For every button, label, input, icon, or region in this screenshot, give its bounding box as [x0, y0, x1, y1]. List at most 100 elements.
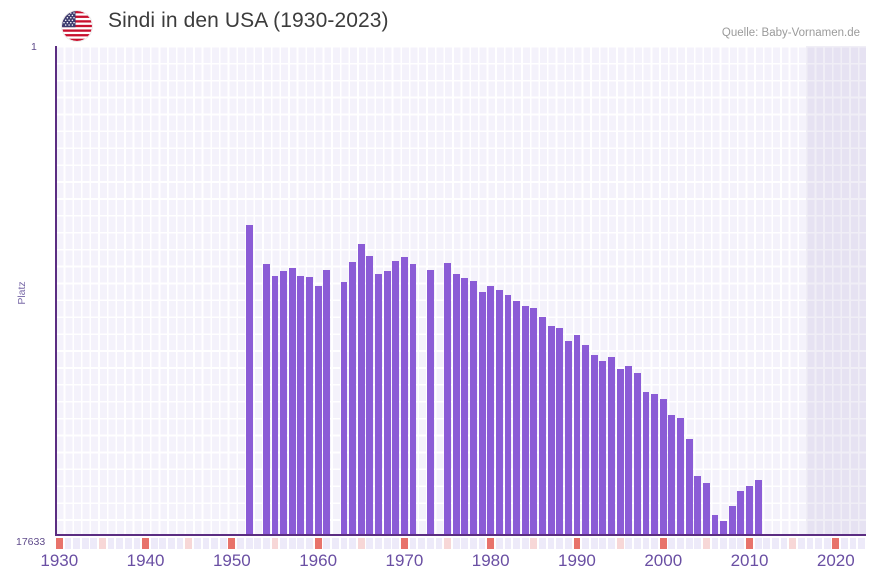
year-marker-1946 [193, 538, 201, 549]
bar-1955[interactable] [271, 275, 279, 536]
bar-1981[interactable] [495, 289, 503, 536]
bar-2007[interactable] [720, 520, 728, 536]
year-marker-2013 [771, 538, 779, 549]
year-marker-1995 [616, 538, 624, 549]
bar-1973[interactable] [426, 269, 434, 536]
bar-1998[interactable] [642, 391, 650, 536]
year-marker-1999 [651, 538, 659, 549]
year-marker-1977 [461, 538, 469, 549]
bar-1959[interactable] [306, 277, 313, 536]
bar-2001[interactable] [668, 415, 676, 536]
bar-2004[interactable] [694, 476, 702, 536]
bar-2000[interactable] [659, 398, 667, 536]
year-marker-2014 [780, 538, 788, 549]
year-marker-2021 [841, 538, 848, 549]
bar-1967[interactable] [375, 273, 382, 536]
bar-2006[interactable] [711, 515, 719, 536]
us-flag-icon [62, 11, 92, 41]
source-attribution: Quelle: Baby-Vornamen.de [721, 27, 860, 39]
decade-marker-1970 [401, 538, 408, 549]
bar-1969[interactable] [392, 261, 400, 536]
bar-1960[interactable] [314, 285, 322, 536]
bar-2003[interactable] [685, 438, 693, 536]
bar-1964[interactable] [349, 261, 357, 536]
chart-plot-area [55, 46, 866, 536]
bar-1958[interactable] [297, 276, 305, 536]
year-marker-1937 [116, 538, 124, 549]
x-axis-line [55, 534, 866, 536]
year-marker-2015 [789, 538, 797, 549]
year-marker-2004 [694, 538, 702, 549]
year-marker-1942 [159, 538, 167, 549]
year-marker-1979 [478, 538, 486, 549]
bar-1993[interactable] [599, 360, 607, 536]
bar-1957[interactable] [288, 267, 296, 536]
decade-marker-2010 [746, 538, 753, 549]
bar-1965[interactable] [357, 243, 365, 536]
bar-1970[interactable] [400, 257, 408, 536]
bar-2005[interactable] [702, 482, 710, 536]
bar-1971[interactable] [409, 264, 417, 536]
year-marker-1956 [280, 538, 288, 549]
year-marker-1972 [418, 538, 426, 549]
year-marker-1941 [150, 538, 158, 549]
bar-1994[interactable] [608, 357, 615, 536]
bar-1963[interactable] [340, 282, 348, 536]
bar-1975[interactable] [444, 262, 451, 536]
x-axis-label-2000: 2000 [644, 551, 683, 570]
bar-1985[interactable] [530, 307, 538, 536]
year-marker-2003 [685, 538, 693, 549]
year-marker-1931 [64, 538, 72, 549]
bar-1956[interactable] [280, 271, 288, 536]
bar-1995[interactable] [616, 369, 624, 536]
bar-1996[interactable] [625, 366, 633, 536]
y-axis-tick-bottom: 17633 [16, 536, 46, 548]
year-marker-1954 [262, 538, 270, 549]
bar-1977[interactable] [461, 278, 469, 536]
bar-1982[interactable] [504, 295, 512, 536]
year-marker-1961 [323, 538, 331, 549]
bar-1991[interactable] [582, 345, 590, 536]
bar-1987[interactable] [547, 325, 555, 536]
year-marker-1996 [625, 538, 633, 549]
year-marker-1967 [375, 538, 382, 549]
bar-2008[interactable] [728, 505, 736, 536]
decade-marker-1980 [487, 538, 495, 549]
year-marker-1935 [99, 538, 106, 549]
year-marker-2001 [668, 538, 676, 549]
bar-2002[interactable] [677, 417, 684, 536]
year-marker-1943 [168, 538, 175, 549]
year-marker-1947 [202, 538, 210, 549]
bar-1961[interactable] [323, 269, 331, 536]
year-marker-1933 [81, 538, 89, 549]
bar-1980[interactable] [487, 285, 495, 536]
bar-1986[interactable] [539, 317, 546, 536]
bar-1966[interactable] [366, 256, 374, 536]
year-marker-1966 [366, 538, 374, 549]
year-marker-1976 [452, 538, 460, 549]
y-axis-tick-top: 1 [31, 41, 37, 53]
bar-1988[interactable] [556, 328, 564, 536]
bar-1954[interactable] [262, 264, 270, 536]
bar-1999[interactable] [651, 393, 659, 536]
bar-1984[interactable] [521, 305, 529, 536]
bar-1983[interactable] [513, 301, 521, 536]
bar-1968[interactable] [383, 271, 391, 536]
bar-2011[interactable] [754, 480, 762, 536]
bar-2009[interactable] [737, 491, 745, 536]
year-marker-1989 [564, 538, 572, 549]
bar-1990[interactable] [573, 335, 581, 536]
bar-1992[interactable] [590, 355, 598, 536]
year-marker-1988 [556, 538, 564, 549]
bar-2010[interactable] [746, 485, 753, 536]
bar-1952[interactable] [245, 224, 253, 536]
bar-1989[interactable] [564, 340, 572, 536]
bar-1976[interactable] [452, 273, 460, 536]
year-marker-1965 [357, 538, 365, 549]
x-axis-tick-markers [55, 538, 866, 549]
bar-1979[interactable] [478, 291, 486, 536]
bar-1997[interactable] [633, 372, 641, 536]
year-marker-1983 [513, 538, 520, 549]
bar-1978[interactable] [469, 280, 477, 536]
year-marker-1968 [383, 538, 391, 549]
